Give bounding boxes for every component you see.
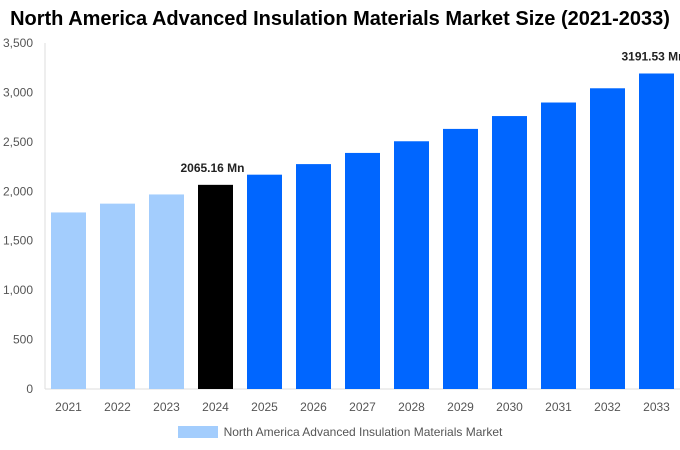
bar-2024 bbox=[198, 184, 233, 389]
bar-2023 bbox=[149, 194, 184, 389]
data-label-2033: 3191.53 Mn bbox=[621, 49, 680, 63]
bar-2021 bbox=[51, 212, 86, 389]
x-tick-label: 2030 bbox=[496, 400, 523, 414]
x-tick-label: 2031 bbox=[545, 400, 572, 414]
legend-label: North America Advanced Insulation Materi… bbox=[223, 425, 503, 439]
bar-2029 bbox=[443, 128, 478, 389]
x-tick-label: 2024 bbox=[202, 400, 229, 414]
bar-2033 bbox=[639, 73, 674, 390]
bar-2031 bbox=[541, 102, 576, 390]
bar-2026 bbox=[296, 164, 331, 389]
legend: North America Advanced Insulation Materi… bbox=[0, 425, 680, 439]
data-label-2024: 2065.16 Mn bbox=[180, 161, 244, 175]
y-tick-label: 0 bbox=[26, 382, 33, 396]
y-tick-label: 3,500 bbox=[3, 36, 33, 50]
x-tick-label: 2022 bbox=[104, 400, 131, 414]
x-tick-label: 2027 bbox=[349, 400, 376, 414]
bar-2027 bbox=[345, 152, 380, 389]
bar-2028 bbox=[394, 141, 429, 389]
x-tick-label: 2023 bbox=[153, 400, 180, 414]
bar-2025 bbox=[247, 174, 282, 389]
y-tick-label: 1,500 bbox=[3, 234, 33, 248]
legend-swatch bbox=[177, 426, 218, 438]
y-tick-label: 3,000 bbox=[3, 85, 33, 99]
bar-2030 bbox=[492, 116, 527, 390]
x-tick-label: 2025 bbox=[251, 400, 278, 414]
x-tick-label: 2029 bbox=[447, 400, 474, 414]
x-tick-label: 2026 bbox=[300, 400, 327, 414]
x-tick-label: 2032 bbox=[594, 400, 621, 414]
y-tick-label: 500 bbox=[13, 333, 33, 347]
x-tick-label: 2028 bbox=[398, 400, 425, 414]
bar-2022 bbox=[100, 203, 135, 389]
x-tick-label: 2033 bbox=[643, 400, 670, 414]
bar-2032 bbox=[590, 88, 625, 389]
y-tick-label: 1,000 bbox=[3, 283, 33, 297]
chart-title: North America Advanced Insulation Materi… bbox=[10, 8, 670, 30]
x-tick-label: 2021 bbox=[55, 400, 82, 414]
y-tick-label: 2,000 bbox=[3, 184, 33, 198]
y-tick-label: 2,500 bbox=[3, 135, 33, 149]
